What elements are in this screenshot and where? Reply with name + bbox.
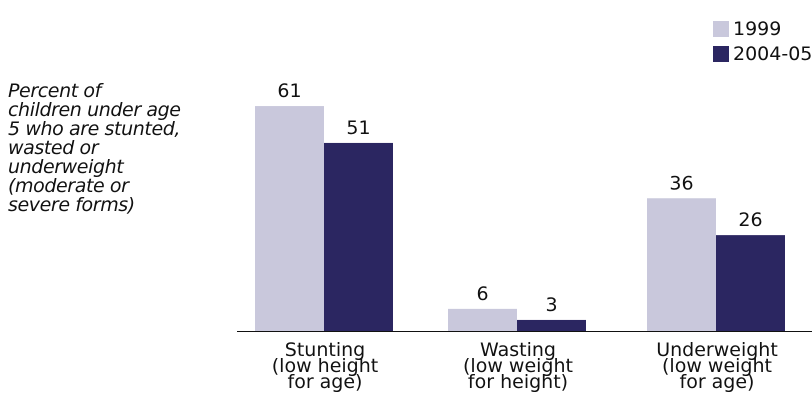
legend-swatch-1999 [713,20,729,37]
category-label-underweight: Underweight (low weight for age) [627,339,807,393]
legend-label-1999: 1999 [733,17,782,40]
bar-stunting-1999 [255,106,324,331]
data-label-wasting-2004-05: 3 [545,294,557,316]
data-label-underweight-2004-05: 26 [738,209,762,231]
data-label-wasting-1999: 6 [476,283,488,305]
y-axis-label: Percent of children under age 5 who are … [8,80,181,216]
y-axis-label-line: 5 who are stunted, [8,118,181,140]
legend-item-1999: 1999 [713,16,812,41]
data-label-stunting-2004-05: 51 [346,117,370,139]
y-axis-label-line: (moderate or [8,175,129,197]
data-label-underweight-1999: 36 [669,172,693,194]
category-label-line: for age) [287,371,363,393]
category-label-wasting: Wasting (low weight for height) [428,339,608,393]
category-label-line: Wasting [480,339,556,361]
bar-wasting-2004-05 [517,319,586,331]
y-axis-label-line: Percent of [8,80,101,102]
legend-item-2004-05: 2004-05 [713,41,812,66]
category-label-line: Stunting [284,339,366,361]
category-label-line: (low weight [463,355,573,377]
bar-underweight-2004-05 [716,235,785,331]
y-axis-label-line: wasted or [8,137,99,159]
legend-swatch-2004-05 [713,45,729,62]
y-axis-label-line: children under age [8,99,181,121]
category-label-line: for height) [467,371,569,393]
bar-underweight-1999 [647,198,716,331]
legend-label-2004-05: 2004-05 [733,42,812,65]
legend: 1999 2004-05 [713,16,812,66]
category-label-stunting: Stunting (low height for age) [235,339,415,393]
category-label-line: Underweight [656,339,778,361]
category-label-line: for age) [679,371,755,393]
y-axis-label-line: underweight [8,156,124,178]
category-label-line: (low height [271,355,379,377]
y-axis-label-line: severe forms) [8,194,135,216]
bar-wasting-1999 [448,308,517,331]
category-label-line: (low weight [662,355,772,377]
bar-stunting-2004-05 [324,142,393,331]
data-label-stunting-1999: 61 [277,80,301,102]
